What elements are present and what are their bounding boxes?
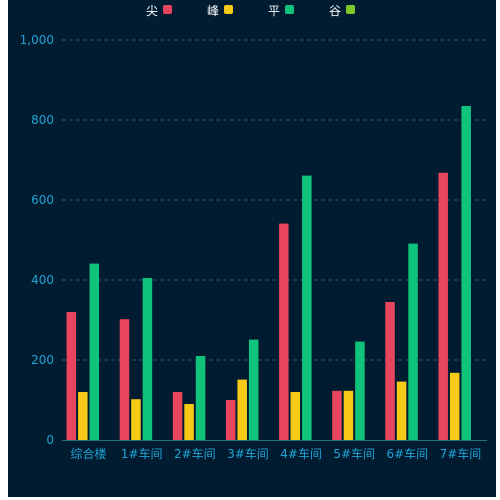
bar [332, 390, 342, 440]
x-tick-label: 4#车间 [280, 446, 322, 461]
y-tick-label: 800 [31, 113, 54, 127]
bar [385, 302, 395, 440]
bar [408, 243, 418, 440]
y-axis: 0 200 400 600 800 1,000 [20, 33, 54, 447]
bar [248, 339, 259, 440]
legend-swatch [224, 5, 233, 14]
legend: 尖峰平谷 [146, 4, 355, 18]
legend-swatch [285, 5, 294, 14]
bar [355, 341, 365, 440]
y-tick-label: 0 [46, 433, 54, 447]
legend-label: 尖 [146, 4, 158, 18]
legend-label: 峰 [207, 4, 219, 18]
bar [225, 400, 236, 440]
x-tick-label: 2#车间 [174, 446, 216, 461]
bar [279, 223, 289, 440]
bar [195, 356, 206, 440]
legend-swatch [163, 5, 172, 14]
bar [78, 392, 88, 440]
gridlines [62, 39, 487, 361]
bar [302, 175, 312, 440]
bar [461, 106, 471, 440]
bar [343, 390, 354, 440]
legend-label: 平 [268, 4, 280, 18]
x-tick-label: 1#车间 [121, 446, 163, 461]
bar [438, 172, 448, 441]
x-tick-label: 7#车间 [440, 446, 482, 461]
y-tick-label: 600 [31, 193, 54, 207]
bar [142, 278, 153, 440]
bar [66, 312, 77, 440]
bar [237, 379, 247, 440]
legend-label: 谷 [329, 4, 341, 18]
bar [131, 399, 141, 440]
bar [396, 381, 407, 440]
legend-swatch [346, 5, 355, 14]
bar [119, 319, 130, 440]
bar [172, 392, 183, 440]
bar [184, 404, 194, 440]
x-tick-label: 综合楼 [71, 446, 107, 461]
y-tick-label: 200 [31, 353, 54, 367]
bar [449, 372, 460, 440]
x-tick-label: 6#车间 [386, 446, 428, 461]
x-axis: 综合楼 1#车间 2#车间 3#车间 4#车间 5#车间 6#车间 7#车间 [62, 440, 487, 461]
bar [89, 263, 100, 440]
y-tick-label: 1,000 [20, 33, 54, 47]
bar [290, 392, 301, 440]
y-tick-label: 400 [31, 273, 54, 287]
x-tick-label: 5#车间 [333, 446, 375, 461]
x-tick-label: 3#车间 [227, 446, 269, 461]
bars [66, 106, 471, 441]
